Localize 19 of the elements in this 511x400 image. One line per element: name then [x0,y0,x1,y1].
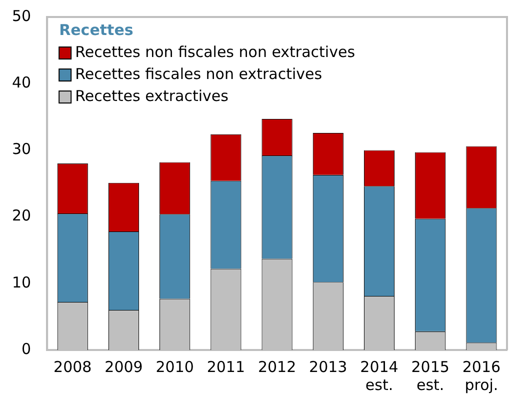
x-tick-label: 2010 [156,358,194,376]
x-tick-label: 2015 est. [411,358,450,394]
y-tick-label: 10 [12,273,32,292]
x-tick-label: 2014 est. [360,358,398,394]
y-tick-label: 50 [12,6,32,25]
y-tick-label: 40 [12,73,32,92]
legend-label: Recettes extractives [75,86,229,105]
x-tick-label: 2009 [104,358,143,376]
x-tick-label: 2008 [54,358,92,376]
y-tick-label: 0 [22,340,32,358]
x-tick-label: 2013 [309,358,348,376]
legend-title: Recettes [59,20,134,39]
y-tick-label: 30 [12,140,32,158]
y-tick-label: 20 [12,206,32,225]
x-tick-label: 2012 [258,358,296,376]
legend-label: Recettes non fiscales non extractives [75,42,356,61]
x-tick-label: 2011 [206,358,246,376]
legend-label: Recettes fiscales non extractives [75,64,322,83]
x-tick-label: 2016 proj. [462,358,501,394]
